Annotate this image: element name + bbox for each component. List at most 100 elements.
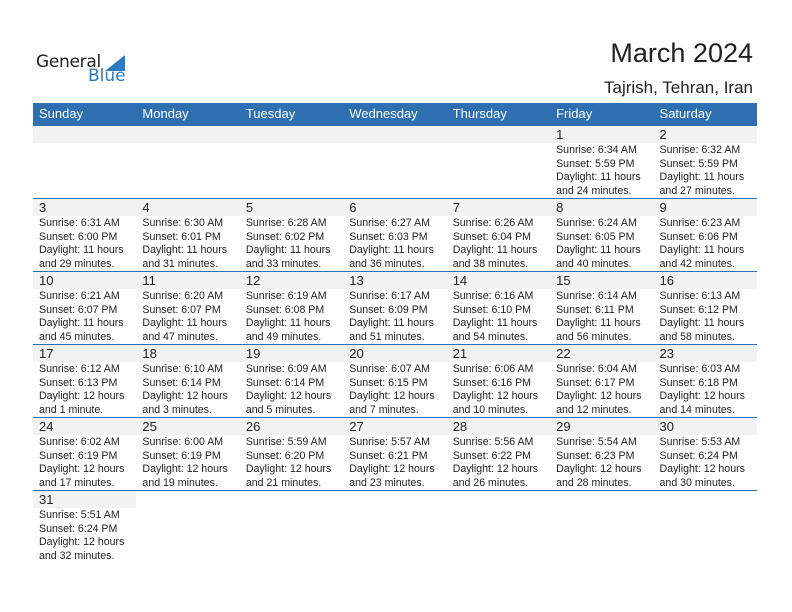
daylight-text: and 45 minutes. (39, 330, 115, 343)
sunrise-text: Sunrise: 5:53 AM (659, 436, 741, 448)
sunset-text: Sunset: 6:22 PM (452, 449, 532, 462)
day-number (343, 126, 447, 143)
weekday-monday: Monday (142, 106, 189, 121)
sunrise-text: Sunrise: 6:12 AM (39, 363, 120, 375)
weekday-wednesday: Wednesday (349, 106, 418, 121)
day-info: Sunrise: 6:32 AM Sunset: 5:59 PM Daylight:… (654, 143, 757, 198)
sunrise-text: Sunrise: 6:14 AM (556, 290, 637, 302)
week-row: 10 Sunrise: 6:21 AM Sunset: 6:07 PM Dayligh… (33, 271, 757, 344)
day-cell: 24 Sunrise: 6:02 AM Sunset: 6:19 PM Dayligh… (33, 418, 137, 490)
sunrise-text: Sunrise: 6:32 AM (659, 144, 741, 156)
logo-text-blue: Blue (88, 66, 126, 86)
page-title: March 2024 (610, 38, 753, 68)
week-row: 17 Sunrise: 6:12 AM Sunset: 6:13 PM Dayligh… (33, 344, 757, 417)
sunset-text: Sunset: 6:12 PM (659, 303, 738, 316)
day-cell: 6 Sunrise: 6:27 AM Sunset: 6:03 PM Daylight… (343, 199, 447, 271)
daylight-text: Daylight: 11 hours (452, 244, 538, 256)
empty-cell (446, 126, 551, 198)
sunrise-text: Sunrise: 6:16 AM (452, 290, 534, 302)
daylight-text: Daylight: 12 hours (349, 390, 435, 402)
sunset-text: Sunset: 6:13 PM (39, 376, 118, 389)
day-number: 9 (653, 199, 757, 216)
sunrise-text: Sunrise: 6:07 AM (349, 363, 430, 375)
day-cell: 16 Sunrise: 6:13 AM Sunset: 6:12 PM Dayligh… (653, 272, 757, 344)
daylight-text: Daylight: 11 hours (142, 244, 228, 256)
daylight-text: Daylight: 12 hours (659, 463, 745, 475)
sunset-text: Sunset: 6:05 PM (556, 230, 635, 243)
daylight-text: and 7 minutes. (349, 403, 419, 416)
calendar: Sunday Monday Tuesday Wednesday Thursday Frid… (33, 103, 757, 563)
logo-triangle-icon (105, 55, 125, 71)
daylight-text: Daylight: 12 hours (556, 390, 642, 402)
day-cell: 12 Sunrise: 6:19 AM Sunset: 6:08 PM Dayligh… (239, 272, 344, 344)
day-number: 30 (653, 418, 757, 435)
daylight-text: and 32 minutes. (39, 549, 115, 562)
sunset-text: Sunset: 6:14 PM (142, 376, 221, 389)
day-number: 7 (446, 199, 551, 216)
sunset-text: Sunset: 6:16 PM (452, 376, 532, 389)
day-cell: 11 Sunrise: 6:20 AM Sunset: 6:07 PM Dayligh… (136, 272, 240, 344)
sunrise-text: Sunrise: 6:31 AM (39, 217, 120, 229)
day-info: Sunrise: 6:28 AM Sunset: 6:02 PM Daylight:… (240, 216, 343, 271)
day-info: Sunrise: 6:30 AM Sunset: 6:01 PM Daylight:… (136, 216, 239, 271)
day-number: 14 (446, 272, 551, 289)
daylight-text: and 42 minutes. (659, 257, 735, 270)
daylight-text: and 54 minutes. (452, 330, 529, 343)
day-number: 16 (653, 272, 757, 289)
daylight-text: and 14 minutes. (659, 403, 735, 416)
weekday-sunday: Sunday (39, 106, 84, 121)
sunrise-text: Sunrise: 6:19 AM (245, 290, 327, 302)
week-row: 1 Sunrise: 6:34 AM Sunset: 5:59 PM Daylight… (33, 125, 757, 198)
sunset-text: Sunset: 6:11 PM (556, 303, 634, 316)
day-number: 1 (550, 126, 654, 143)
daylight-text: Daylight: 11 hours (349, 244, 434, 256)
sunset-text: Sunset: 6:03 PM (349, 230, 428, 243)
daylight-text: Daylight: 11 hours (659, 317, 745, 329)
day-info: Sunrise: 5:51 AM Sunset: 6:24 PM Daylight:… (33, 508, 136, 563)
weekday-tuesday: Tuesday (245, 106, 296, 121)
day-number (33, 126, 137, 143)
daylight-text: and 23 minutes. (349, 476, 425, 489)
daylight-text: Daylight: 11 hours (556, 244, 641, 256)
day-info: Sunrise: 6:16 AM Sunset: 6:10 PM Daylight:… (447, 289, 550, 344)
sunset-text: Sunset: 5:59 PM (659, 157, 738, 170)
daylight-text: Daylight: 11 hours (39, 244, 124, 256)
sunrise-text: Sunrise: 6:13 AM (659, 290, 741, 302)
day-info: Sunrise: 6:23 AM Sunset: 6:06 PM Daylight:… (654, 216, 757, 271)
sunrise-text: Sunrise: 6:00 AM (142, 436, 224, 448)
daylight-text: Daylight: 12 hours (142, 390, 228, 402)
daylight-text: Daylight: 11 hours (659, 244, 745, 256)
sunrise-text: Sunrise: 6:04 AM (556, 363, 637, 375)
daylight-text: and 56 minutes. (556, 330, 632, 343)
day-cell: 7 Sunrise: 6:26 AM Sunset: 6:04 PM Daylight… (446, 199, 551, 271)
sunset-text: Sunset: 6:00 PM (39, 230, 118, 243)
day-info: Sunrise: 6:09 AM Sunset: 6:14 PM Daylight:… (240, 362, 343, 417)
week-row: 24 Sunrise: 6:02 AM Sunset: 6:19 PM Dayligh… (33, 417, 757, 490)
day-number: 4 (136, 199, 240, 216)
daylight-text: and 33 minutes. (245, 257, 322, 270)
daylight-text: and 58 minutes. (659, 330, 735, 343)
day-number: 25 (136, 418, 240, 435)
location: Tajrish, Tehran, Iran (604, 78, 753, 97)
day-number: 12 (239, 272, 344, 289)
daylight-text: and 29 minutes. (39, 257, 115, 270)
daylight-text: Daylight: 12 hours (349, 463, 435, 475)
sunset-text: Sunset: 6:10 PM (452, 303, 532, 316)
day-cell: 29 Sunrise: 5:54 AM Sunset: 6:23 PM Dayligh… (550, 418, 654, 490)
day-number: 13 (343, 272, 447, 289)
daylight-text: Daylight: 12 hours (452, 390, 539, 402)
sunrise-text: Sunrise: 6:06 AM (452, 363, 534, 375)
sunset-text: Sunset: 6:19 PM (142, 449, 221, 462)
sunset-text: Sunset: 6:08 PM (245, 303, 325, 316)
day-info: Sunrise: 6:14 AM Sunset: 6:11 PM Daylight:… (550, 289, 653, 344)
day-number: 28 (446, 418, 551, 435)
daylight-text: Daylight: 12 hours (556, 463, 642, 475)
day-info: Sunrise: 6:03 AM Sunset: 6:18 PM Daylight:… (654, 362, 757, 417)
day-info: Sunrise: 6:04 AM Sunset: 6:17 PM Daylight:… (550, 362, 653, 417)
sunset-text: Sunset: 6:15 PM (349, 376, 428, 389)
empty-cell (136, 126, 240, 198)
day-cell: 20 Sunrise: 6:07 AM Sunset: 6:15 PM Dayligh… (343, 345, 447, 417)
daylight-text: Daylight: 11 hours (39, 317, 124, 329)
day-info: Sunrise: 5:57 AM Sunset: 6:21 PM Daylight:… (343, 435, 446, 490)
sunrise-text: Sunrise: 6:26 AM (452, 217, 534, 229)
